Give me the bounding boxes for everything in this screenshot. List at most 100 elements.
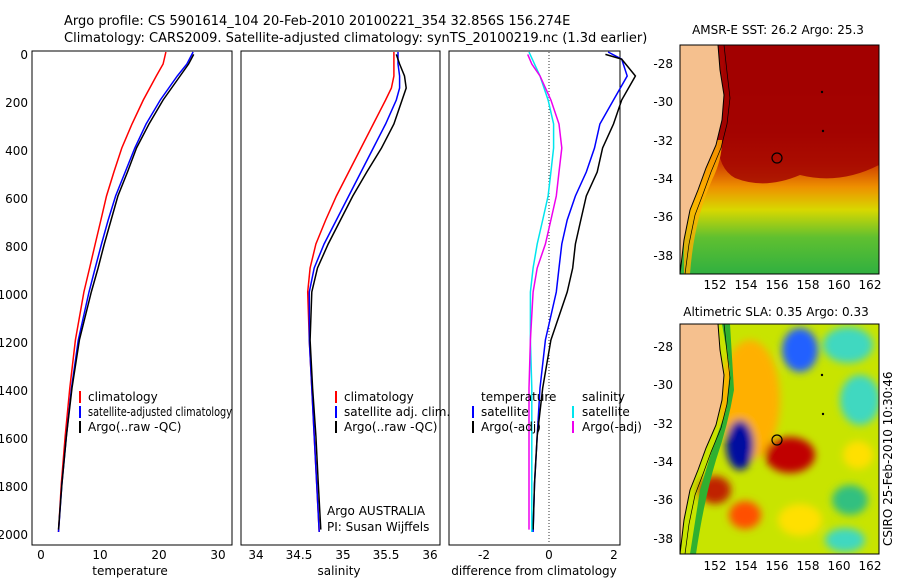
sla-anomaly [843,441,873,469]
difference-legend: temperature satellite Argo(-adj) salinit… [472,390,642,434]
sla-anomaly [825,528,865,552]
sst-map-frame [679,44,880,275]
x-labels: temperature salinity difference from cli… [92,564,616,578]
series-line-2-1 [532,53,637,530]
diff-tick: -2 [478,548,490,562]
depth-axis: 0 200 400 600 800 1000 1200 1400 1600 18… [0,48,28,542]
map1-lat-ticks: -28 -30 -32 -34 -36 -38 [653,57,673,263]
lon-tick: 160 [828,559,851,573]
lat-tick: -30 [653,95,673,109]
sla-anomaly [782,328,818,372]
lat-tick: -38 [653,249,673,263]
sal-tick: 35 [335,548,350,562]
coastline [680,45,725,274]
shelf-contour [684,324,731,554]
profile-lines [57,51,637,533]
depth-tick: 200 [5,96,28,110]
salinity-legend: climatology satellite adj. clim. Argo(..… [327,390,450,534]
legend-temp-title: temperature [481,390,556,404]
temp-tick: 10 [92,548,107,562]
sla-anomaly [823,327,873,363]
lat-tick: -28 [653,340,673,354]
sla-map-frame [679,323,880,555]
temperature-panel [31,50,233,546]
salinity-panel [240,50,441,546]
lon-tick: 154 [735,278,758,292]
sal-tick: 34.5 [286,548,313,562]
sla-anomaly [726,420,754,470]
lon-tick: 156 [766,559,789,573]
depth-tick: 1600 [0,432,28,446]
salinity-axis-label: salinity [317,564,360,578]
sla-anomaly [840,375,879,425]
legend-sal-title: salinity [582,390,625,404]
series-line-0-2 [57,54,195,530]
argo-position-marker [771,152,783,164]
lon-tick: 158 [797,278,820,292]
series-line-2-2 [528,51,555,532]
csiro-credit: CSIRO 25-Feb-2010 10:30:46 [881,371,895,546]
legend-argo-label: Argo(..raw -QC) [88,420,181,434]
sla-anomaly [729,501,761,529]
lon-tick: 162 [859,559,882,573]
legend-sat-label: satellite-adjusted climatology [88,405,232,419]
legend-temp-sat-label: satellite [481,405,529,419]
island-dot [820,90,824,94]
temperature-axis-label: temperature [92,564,167,578]
lon-tick: 156 [766,278,789,292]
island-dot [821,412,825,416]
series-line-0-0 [57,51,167,533]
depth-tick: 1800 [0,480,28,494]
temperature-legend: climatology satellite-adjusted climatolo… [79,390,232,434]
lon-tick: 152 [704,559,727,573]
depth-tick: 800 [5,240,28,254]
diff-tick: 2 [610,548,618,562]
lon-tick: 154 [735,559,758,573]
sla-anomaly [765,437,815,473]
sla-anomaly [778,504,822,536]
pi-label: PI: Susan Wijffels [327,520,429,534]
lat-tick: -36 [653,493,673,507]
lon-tick: 152 [704,278,727,292]
sst-warm-core [717,45,879,184]
depth-tick: 400 [5,144,28,158]
legend-clim-label: climatology [88,390,158,404]
series-line-2-0 [532,51,629,533]
lon-tick: 158 [797,559,820,573]
temp-tick: 20 [151,548,166,562]
sst-shelf-band [684,140,722,274]
sal-tick: 35.5 [373,548,400,562]
legend-sat-label: satellite adj. clim. [344,405,450,419]
difference-axis-label: difference from climatology [451,564,617,578]
depth-tick: 1000 [0,288,28,302]
temp-tick: 0 [37,548,45,562]
map1-lon-ticks: 152 154 156 158 160 162 [704,278,882,292]
sla-map-title: Altimetric SLA: 0.35 Argo: 0.33 [683,305,868,319]
coastline [680,324,725,554]
depth-tick: 1200 [0,336,28,350]
legend-clim-label: climatology [344,390,414,404]
sla-anomaly [832,485,868,515]
legend-argo-label: Argo(..raw -QC) [344,420,437,434]
argo-position-marker [771,434,783,446]
sal-tick: 34 [248,548,263,562]
legend-sal-argo-label: Argo(-adj) [582,420,642,434]
island-dot [821,129,825,133]
shelf-contour [684,45,731,274]
map2-lon-ticks: 152 154 156 158 160 162 [704,559,882,573]
lat-tick: -32 [653,134,673,148]
lat-tick: -34 [653,172,673,186]
lat-tick: -28 [653,57,673,71]
sla-shelf-band [690,324,734,554]
depth-tick: 1400 [0,384,28,398]
legend-temp-argo-label: Argo(-adj) [481,420,541,434]
sst-map [680,45,879,274]
x-ticks: 0 10 20 30 34 34.5 35 35.5 36 -2 0 2 [37,548,618,562]
series-line-1-2 [309,54,407,530]
depth-tick: 600 [5,192,28,206]
lat-tick: -38 [653,532,673,546]
depth-tick: 2000 [0,528,28,542]
lat-tick: -32 [653,417,673,431]
lon-tick: 160 [828,278,851,292]
